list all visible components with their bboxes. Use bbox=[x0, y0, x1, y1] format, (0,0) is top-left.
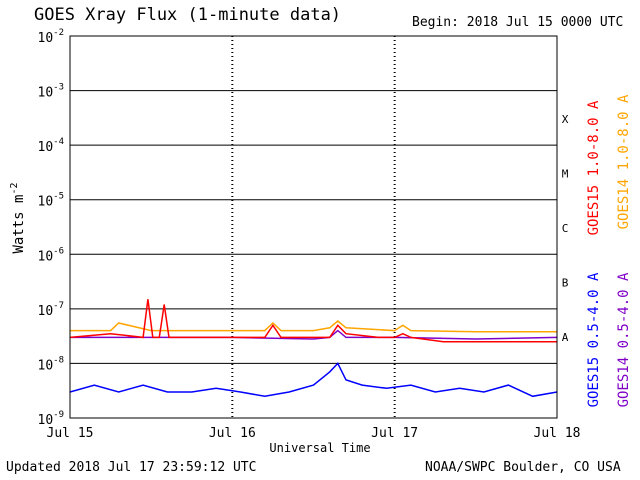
source-credit: NOAA/SWPC Boulder, CO USA bbox=[425, 460, 621, 475]
legend-entry-goes14-1-0-8-0-a: GOES14 1.0-8.0 A bbox=[616, 94, 632, 230]
y-tick-base: 10 bbox=[38, 358, 54, 373]
y-tick-base: 10 bbox=[38, 86, 54, 101]
y-tick-exponent: -2 bbox=[53, 28, 64, 38]
chart-title: GOES Xray Flux (1-minute data) bbox=[34, 5, 342, 25]
y-tick-base: 10 bbox=[38, 249, 54, 264]
y-tick-base: 10 bbox=[38, 304, 54, 319]
y-tick-label: 10-4 bbox=[38, 137, 65, 155]
flare-class-label: B bbox=[562, 277, 569, 290]
y-tick-exponent: -4 bbox=[53, 137, 64, 147]
series-line-goes15-0-5-4-0-a bbox=[69, 362, 558, 398]
y-tick-label: 10-6 bbox=[38, 246, 65, 264]
y-tick-base: 10 bbox=[38, 140, 54, 155]
x-tick-label: Jul 16 bbox=[209, 426, 256, 441]
flare-class-label: M bbox=[562, 167, 569, 180]
x-tick-label: Jul 18 bbox=[534, 426, 581, 441]
y-tick-base: 10 bbox=[38, 31, 54, 46]
x-axis-label: Universal Time bbox=[269, 441, 371, 455]
y-tick-exponent: -7 bbox=[53, 301, 64, 311]
y-tick-exponent: -3 bbox=[53, 83, 64, 93]
series-line-goes15-1-0-8-0-a bbox=[69, 299, 557, 343]
y-tick-base: 10 bbox=[38, 195, 54, 210]
flare-class-label: A bbox=[562, 331, 569, 344]
legend-entry-goes14-0-5-4-0-a: GOES14 0.5-4.0 A bbox=[616, 272, 632, 408]
x-tick-label: Jul 15 bbox=[47, 426, 94, 441]
y-tick-exponent: -5 bbox=[53, 192, 64, 202]
begin-time: Begin: 2018 Jul 15 0000 UTC bbox=[412, 15, 624, 30]
series-line-goes14-1-0-8-0-a bbox=[70, 320, 557, 333]
y-tick-label: 10-2 bbox=[38, 28, 65, 46]
x-tick-label: Jul 17 bbox=[371, 426, 418, 441]
y-tick-exponent: -9 bbox=[53, 410, 64, 420]
plot-frame bbox=[69, 35, 558, 419]
y-tick-label: 10-5 bbox=[38, 192, 65, 210]
y-tick-base: 10 bbox=[38, 413, 54, 428]
y-tick-exponent: -6 bbox=[53, 246, 64, 256]
y-tick-label: 10-3 bbox=[38, 83, 65, 101]
legend-entry-goes15-0-5-4-0-a: GOES15 0.5-4.0 A bbox=[586, 272, 602, 408]
y-tick-label: 10-7 bbox=[38, 301, 65, 319]
flare-class-label: X bbox=[562, 113, 569, 126]
flare-class-label: C bbox=[562, 222, 569, 235]
y-tick-label: 10-9 bbox=[38, 410, 65, 428]
updated-time: Updated 2018 Jul 17 23:59:12 UTC bbox=[6, 460, 257, 475]
y-tick-exponent: -8 bbox=[53, 355, 64, 365]
y-tick-label: 10-8 bbox=[38, 355, 65, 373]
legend-entry-goes15-1-0-8-0-a: GOES15 1.0-8.0 A bbox=[586, 100, 602, 236]
